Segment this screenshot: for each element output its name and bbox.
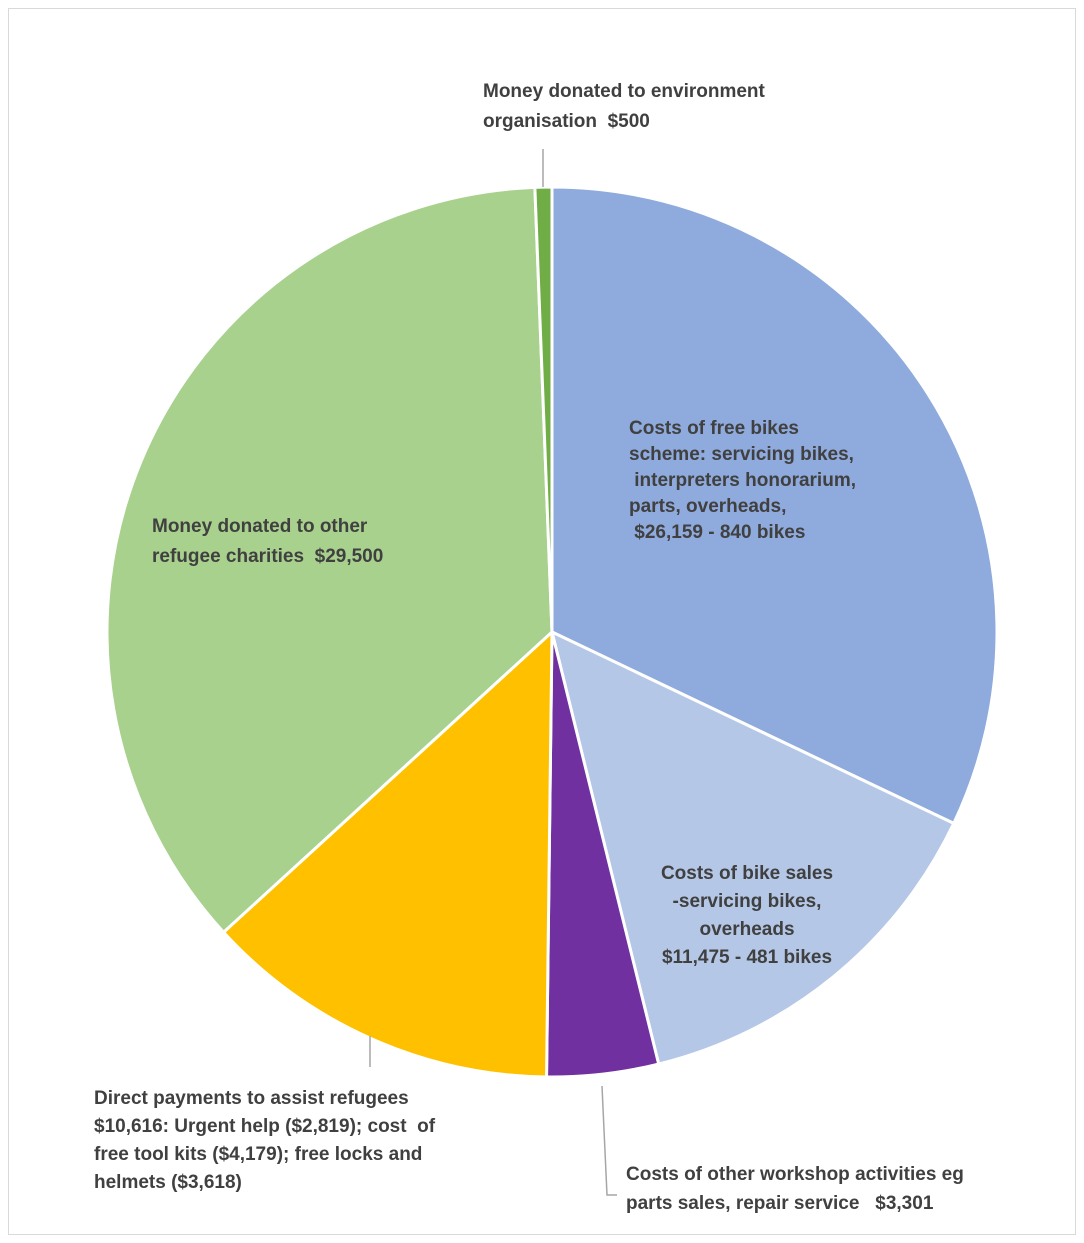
data-labels: Costs of free bikes scheme: servicing bik… xyxy=(94,81,964,1214)
slice-label-2-line-1: Costs of bike sales xyxy=(661,863,833,884)
slice-label-6: Money donated to environment organisation… xyxy=(483,81,766,132)
slice-label-2-line-2: -servicing bikes, xyxy=(673,891,822,912)
slice-label-4-line-3: free tool kits ($4,179); free locks and xyxy=(94,1144,422,1165)
pie-slice-6 xyxy=(533,185,554,634)
leader-line-3 xyxy=(601,1085,617,1196)
slice-label-5-line-2: refugee charities $29,500 xyxy=(152,546,383,567)
slice-label-3-line-1: Costs of other workshop activities eg xyxy=(626,1164,964,1185)
slice-label-2: Costs of bike sales -servicing bikes, over… xyxy=(661,863,833,968)
slice-label-4-line-1: Direct payments to assist refugees xyxy=(94,1088,409,1109)
slice-label-6-line-2: organisation $500 xyxy=(483,111,650,132)
slice-label-6-line-1: Money donated to environment xyxy=(483,81,766,102)
slice-label-2-line-3: overheads xyxy=(699,919,794,940)
slice-label-4-line-2: $10,616: Urgent help ($2,819); cost of xyxy=(94,1116,436,1137)
slice-label-4-line-4: helmets ($3,618) xyxy=(94,1172,242,1193)
slice-label-1-line-2: scheme: servicing bikes, xyxy=(629,444,854,465)
pie-slice-2 xyxy=(550,630,956,1066)
slice-label-3: Costs of other workshop activities eg par… xyxy=(626,1164,964,1214)
slice-label-1-line-5: $26,159 - 840 bikes xyxy=(629,522,805,543)
slice-label-1: Costs of free bikes scheme: servicing bik… xyxy=(629,418,856,543)
slice-label-4: Direct payments to assist refugees $10,61… xyxy=(94,1088,436,1193)
pie-chart: Costs of free bikes scheme: servicing bik… xyxy=(94,81,999,1214)
slice-label-2-line-4: $11,475 - 481 bikes xyxy=(662,947,832,968)
pie-slice-1 xyxy=(550,185,999,825)
chart-frame: Costs of free bikes scheme: servicing bik… xyxy=(8,8,1076,1235)
pie-slices xyxy=(105,185,999,1079)
slice-label-1-line-3: interpreters honorarium, xyxy=(629,470,856,491)
slice-label-1-line-1: Costs of free bikes xyxy=(629,418,799,439)
slice-label-3-line-2: parts sales, repair service $3,301 xyxy=(626,1193,934,1214)
slice-label-5: Money donated to other refugee charities … xyxy=(152,516,383,567)
slice-label-1-line-4: parts, overheads, xyxy=(629,496,786,517)
slice-label-5-line-1: Money donated to other xyxy=(152,516,368,537)
leader-lines xyxy=(369,149,617,1196)
pie-slice-5 xyxy=(105,185,554,934)
